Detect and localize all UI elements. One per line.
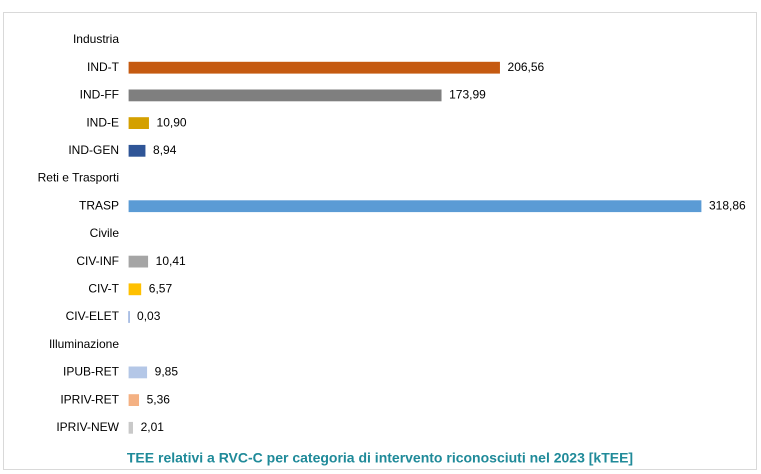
value-label: 0,03 <box>137 309 161 323</box>
value-label: 318,86 <box>709 198 746 212</box>
bar <box>128 255 149 268</box>
bar <box>128 89 442 102</box>
category-label: Reti e Trasporti <box>38 171 119 185</box>
chart-frame <box>3 12 757 470</box>
value-label: 173,99 <box>449 88 486 102</box>
value-label: 5,36 <box>147 392 171 406</box>
category-label: IND-T <box>87 60 120 74</box>
category-label: Industria <box>73 32 119 46</box>
category-label: IPRIV-NEW <box>56 420 119 434</box>
value-label: 10,90 <box>157 115 187 129</box>
value-label: 2,01 <box>141 420 165 434</box>
category-label: IPUB-RET <box>63 365 120 379</box>
bar <box>128 61 500 74</box>
category-label: IND-FF <box>80 88 119 102</box>
bar <box>128 283 142 296</box>
category-label: TRASP <box>79 198 119 212</box>
category-label: IPRIV-RET <box>60 392 119 406</box>
bar <box>128 394 140 407</box>
bar <box>128 366 148 379</box>
category-label: Civile <box>90 226 120 240</box>
category-label: CIV-T <box>88 281 119 295</box>
category-label: CIV-ELET <box>66 309 120 323</box>
chart-title: TEE relativi a RVC-C per categoria di in… <box>127 450 633 466</box>
bar <box>128 117 149 129</box>
value-label: 8,94 <box>153 143 177 157</box>
category-label: IND-GEN <box>68 143 119 157</box>
value-label: 6,57 <box>149 281 173 295</box>
bar <box>128 144 146 157</box>
value-label: 10,41 <box>156 254 186 268</box>
category-label: Illuminazione <box>49 337 119 351</box>
category-label: CIV-INF <box>76 254 119 268</box>
category-label: IND-E <box>86 115 119 129</box>
bar <box>128 421 134 434</box>
value-label: 206,56 <box>508 60 545 74</box>
bar <box>128 200 702 213</box>
value-label: 9,85 <box>155 365 179 379</box>
